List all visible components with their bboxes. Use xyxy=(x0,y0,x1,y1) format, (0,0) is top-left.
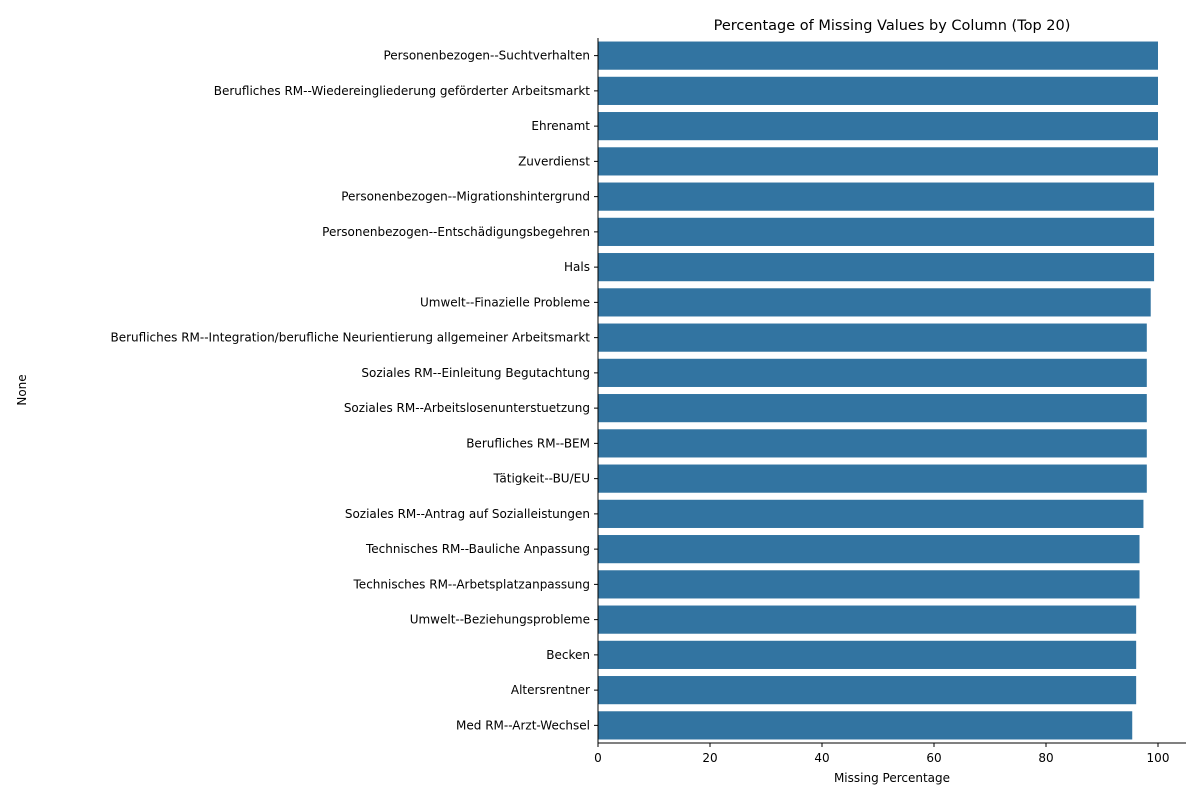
bar xyxy=(598,288,1151,317)
y-tick-label: Soziales RM--Arbeitslosenunterstuetzung xyxy=(344,401,590,415)
bar xyxy=(598,182,1155,211)
y-tick-label: Umwelt--Beziehungsprobleme xyxy=(410,613,590,627)
y-tick-label: Zuverdienst xyxy=(518,154,590,168)
bar xyxy=(598,217,1155,246)
y-tick-label: Med RM--Arzt-Wechsel xyxy=(456,718,590,732)
x-axis-label: Missing Percentage xyxy=(834,771,950,785)
y-tick-label: Technisches RM--Arbetsplatzanpassung xyxy=(353,577,590,591)
bar xyxy=(598,640,1137,669)
bar xyxy=(598,76,1158,105)
bar xyxy=(598,112,1158,141)
bar xyxy=(598,711,1133,740)
y-tick-label: Technisches RM--Bauliche Anpassung xyxy=(365,542,590,556)
y-tick-label: Tätigkeit--BU/EU xyxy=(492,472,590,486)
y-tick-label: Personenbezogen--Entschädigungsbegehren xyxy=(322,225,590,239)
y-tick-label: Becken xyxy=(546,648,590,662)
bar xyxy=(598,41,1158,70)
x-axis-ticks: 0 20 40 60 80 100 xyxy=(594,743,1169,765)
bar xyxy=(598,358,1147,387)
y-tick-label: Ehrenamt xyxy=(531,119,590,133)
x-tick-label: 60 xyxy=(926,751,941,765)
bar xyxy=(598,535,1140,564)
x-tick-label: 0 xyxy=(594,751,602,765)
y-axis-label: None xyxy=(15,374,29,405)
x-tick-label: 40 xyxy=(814,751,829,765)
bar xyxy=(598,464,1147,493)
bar xyxy=(598,147,1158,176)
x-tick-label: 20 xyxy=(702,751,717,765)
x-tick-label: 100 xyxy=(1147,751,1170,765)
bar xyxy=(598,676,1137,705)
y-tick-label: Hals xyxy=(564,260,590,274)
x-tick-label: 80 xyxy=(1038,751,1053,765)
y-tick-label: Soziales RM--Antrag auf Sozialleistungen xyxy=(345,507,590,521)
y-tick-label: Soziales RM--Einleitung Begutachtung xyxy=(361,366,590,380)
bar xyxy=(598,605,1137,634)
bar xyxy=(598,253,1155,282)
bar xyxy=(598,323,1147,352)
y-tick-label: Umwelt--Finazielle Probleme xyxy=(420,295,590,309)
bar xyxy=(598,394,1147,423)
bar xyxy=(598,429,1147,458)
bar xyxy=(598,499,1144,528)
bar xyxy=(598,570,1140,599)
y-tick-label: Personenbezogen--Suchtverhalten xyxy=(383,49,590,63)
bars-group xyxy=(598,41,1158,740)
y-tick-label: Personenbezogen--Migrationshintergrund xyxy=(341,190,590,204)
y-tick-label: Berufliches RM--BEM xyxy=(466,436,590,450)
chart-title: Percentage of Missing Values by Column (… xyxy=(714,18,1071,34)
y-tick-label: Berufliches RM--Integration/berufliche N… xyxy=(111,331,591,345)
y-tick-label: Altersrentner xyxy=(511,683,590,697)
y-axis-ticks: Personenbezogen--Suchtverhalten Beruflich… xyxy=(111,49,598,732)
y-tick-label: Berufliches RM--Wiedereingliederung gefö… xyxy=(214,84,591,98)
